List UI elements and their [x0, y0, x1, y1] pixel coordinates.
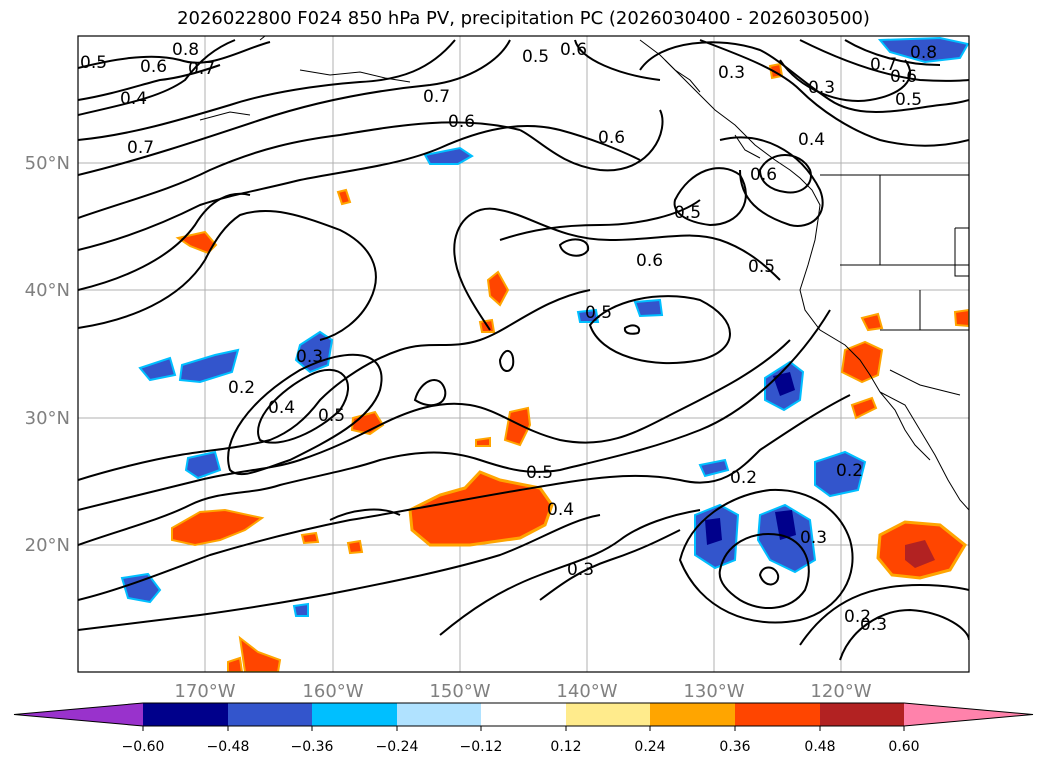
contour-label: 0.5 — [80, 53, 107, 73]
contour-label: 0.7 — [870, 55, 897, 75]
contour-label: 0.3 — [718, 63, 745, 83]
precip-negative — [120, 36, 969, 617]
colorbar-segment — [312, 703, 397, 726]
colorbar-tick-label: 0.24 — [634, 739, 665, 755]
contour-label: 0.5 — [526, 463, 553, 483]
contour-label: 0.2 — [844, 607, 871, 627]
contour-label: 0.5 — [748, 257, 775, 277]
contour-label: 0.2 — [836, 461, 863, 481]
colorbar-tick-label: 0.12 — [550, 739, 581, 755]
colorbar-segment — [481, 703, 566, 726]
lat-label: 50°N — [25, 153, 70, 174]
contour-label: 0.3 — [808, 78, 835, 98]
contour-label: 0.5 — [895, 90, 922, 110]
lat-label: 30°N — [25, 408, 70, 429]
colorbar-segment — [820, 703, 904, 726]
colorbar-segment — [397, 703, 481, 726]
contour-label: 0.4 — [120, 89, 147, 109]
latitude-labels: 50°N 40°N 30°N 20°N — [25, 153, 70, 556]
colorbar-tick-label: −0.48 — [207, 739, 250, 755]
contour-label: 0.4 — [547, 500, 574, 520]
lat-label: 40°N — [25, 280, 70, 301]
contour-label: 0.6 — [598, 128, 625, 148]
colorbar-tick-label: −0.36 — [291, 739, 334, 755]
contour-label: 0.5 — [585, 303, 612, 323]
lon-label: 130°W — [683, 681, 744, 702]
colorbar-segment — [143, 703, 228, 726]
contour-label: 0.6 — [448, 112, 475, 132]
plot-border — [77, 35, 970, 673]
colorbar-extend-low — [14, 703, 143, 726]
lon-label: 120°W — [810, 681, 871, 702]
contour-label: 0.7 — [423, 87, 450, 107]
colorbar-segment — [228, 703, 312, 726]
lon-label: 150°W — [429, 681, 490, 702]
lon-label: 160°W — [302, 681, 363, 702]
colorbar-extend-high — [904, 703, 1033, 726]
contour-label: 0.4 — [798, 130, 825, 150]
colorbar-segment — [650, 703, 735, 726]
coastlines — [199, 36, 969, 511]
contour-label: 0.4 — [268, 398, 295, 418]
lat-label: 20°N — [25, 535, 70, 556]
contour-label: 0.6 — [636, 251, 663, 271]
contour-label: 0.7 — [188, 59, 215, 79]
contour-label: 0.7 — [127, 138, 154, 158]
pv-contours — [78, 39, 969, 661]
contour-label: 0.6 — [140, 57, 167, 77]
contour-label: 0.6 — [890, 67, 917, 87]
colorbar-tick-label: 0.36 — [719, 739, 750, 755]
colorbar-tick-label: −0.60 — [122, 739, 165, 755]
colorbar-segment — [566, 703, 650, 726]
map-title: 2026022800 F024 850 hPa PV, precipitatio… — [177, 8, 870, 29]
contour-label: 0.3 — [296, 347, 323, 367]
contour-label: 0.8 — [172, 40, 199, 60]
contour-label-group: 0.8 0.5 0.6 0.7 0.4 0.7 0.6 0.7 0.5 0.6 … — [80, 40, 937, 635]
longitude-labels: 170°W 160°W 150°W 140°W 130°W 120°W — [174, 681, 871, 702]
contour-label: 0.3 — [800, 528, 827, 548]
colorbar-segment — [735, 703, 820, 726]
lon-label: 140°W — [556, 681, 617, 702]
contour-label: 0.5 — [522, 47, 549, 67]
colorbar-tick-label: −0.24 — [376, 739, 419, 755]
contour-label: 0.5 — [318, 406, 345, 426]
contour-label: 0.3 — [567, 560, 594, 580]
contour-label: 0.8 — [910, 43, 937, 63]
colorbar — [13, 702, 1034, 731]
contour-label: 0.3 — [860, 615, 887, 635]
colorbar-tick-label: 0.48 — [804, 739, 835, 755]
contour-label: 0.6 — [750, 165, 777, 185]
lon-label: 170°W — [174, 681, 235, 702]
contour-label: 0.2 — [228, 378, 255, 398]
colorbar-tick-label: 0.60 — [888, 739, 919, 755]
colorbar-tick-label: −0.12 — [460, 739, 503, 755]
contour-label: 0.2 — [730, 468, 757, 488]
colorbar-tick-labels: −0.60 −0.48 −0.36 −0.24 −0.12 0.12 0.24 … — [122, 739, 920, 755]
contour-label: 0.6 — [560, 40, 587, 60]
contour-label: 0.5 — [674, 203, 701, 223]
